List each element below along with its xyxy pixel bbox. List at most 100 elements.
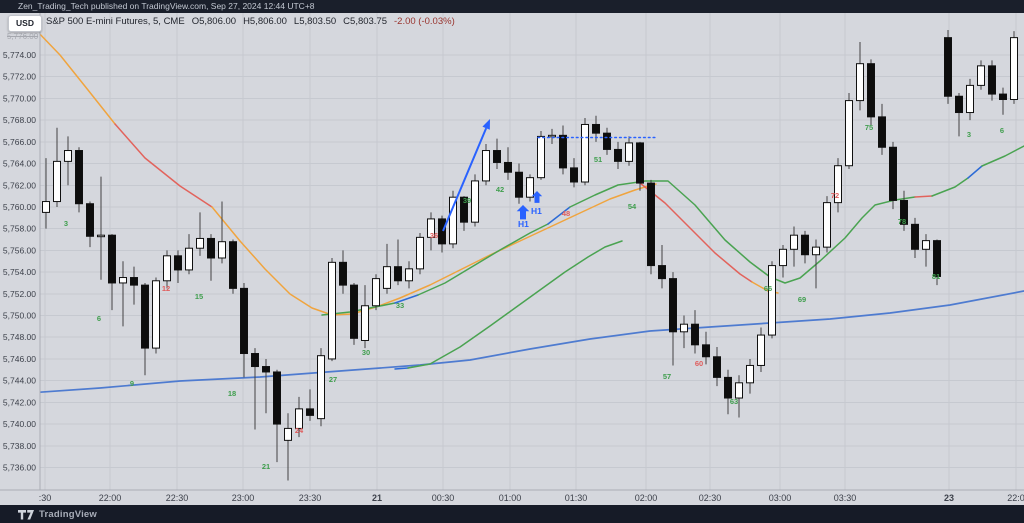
candle	[757, 334, 765, 366]
candle	[966, 84, 974, 114]
price-scale-label: 5,768.00	[3, 115, 36, 125]
bar-count-label: 21	[262, 462, 270, 471]
candle	[889, 146, 897, 201]
candle	[163, 255, 171, 282]
candle	[955, 95, 963, 114]
symbol-legend: S&P 500 E-mini Futures, 5, CME O5,806.00 H…	[46, 16, 462, 27]
candle	[86, 203, 94, 237]
candle	[196, 237, 204, 249]
candle	[581, 123, 589, 183]
ohlc-close: C5,803.75	[343, 16, 388, 27]
candle	[911, 223, 919, 250]
candle	[229, 241, 237, 289]
h1-label[interactable]: H1	[531, 206, 542, 216]
candle	[218, 241, 226, 259]
candle	[713, 356, 721, 378]
ma-line-ma_orange	[40, 33, 116, 125]
bar-count-label: 75	[865, 123, 873, 132]
h1-label[interactable]: H1	[518, 219, 529, 229]
candle	[306, 408, 314, 416]
bar-count-label: 81	[932, 272, 940, 281]
time-scale-label: 22:0	[1007, 493, 1024, 503]
time-scale-label: 23:30	[299, 493, 322, 503]
candle	[317, 355, 325, 420]
candle	[53, 160, 61, 203]
bar-count-label: 63	[730, 397, 738, 406]
time-scale-label: 02:00	[635, 493, 658, 503]
candle	[603, 132, 611, 150]
tradingview-logo[interactable]: TradingView	[18, 509, 97, 520]
h1-up-arrow-icon[interactable]	[516, 205, 530, 220]
bar-count-label: 6	[97, 314, 101, 323]
time-scale-label: 03:00	[769, 493, 792, 503]
candle	[669, 278, 677, 333]
trend-arrow-line[interactable]	[442, 127, 488, 232]
candle	[977, 65, 985, 86]
candle	[262, 366, 270, 373]
axes[interactable]: 5,774.00 5,772.00 5,770.00 5,768.00 5,766.00…	[0, 12, 1024, 503]
candle	[691, 323, 699, 346]
candle	[900, 199, 908, 225]
price-scale-label: 5,752.00	[3, 289, 36, 299]
candle	[339, 261, 347, 286]
clipped-price-scale-label: 5,776.00	[7, 32, 39, 41]
currency-toggle-button[interactable]: USD	[8, 15, 42, 32]
h1-up-arrow-icon[interactable]	[531, 191, 543, 203]
candle	[768, 265, 776, 336]
candle	[119, 277, 127, 284]
price-scale-label: 5,750.00	[3, 311, 36, 321]
candle	[460, 196, 468, 223]
candle	[427, 218, 435, 238]
price-scale[interactable]: 5,774.00 5,772.00 5,770.00 5,768.00 5,766.00…	[3, 50, 36, 472]
candle	[174, 255, 182, 271]
price-scale-label: 5,756.00	[3, 245, 36, 255]
candle	[185, 247, 193, 271]
price-scale-label: 5,736.00	[3, 462, 36, 472]
bar-count-label: 18	[228, 389, 236, 398]
time-scale-label: :30	[39, 493, 52, 503]
ma-line-ma_green	[407, 240, 623, 369]
candle	[438, 218, 446, 245]
candle	[944, 37, 952, 97]
candle	[482, 150, 490, 182]
attribution-text: Zen_Trading_Tech published on TradingVie…	[18, 1, 315, 11]
candle	[746, 364, 754, 384]
candle	[834, 165, 842, 204]
candle	[878, 116, 886, 148]
trend-arrow-head[interactable]	[482, 119, 490, 130]
candle	[636, 142, 644, 184]
time-scale[interactable]: :30 22:00 22:30 23:00 23:30 21 00:30 01:00 01:30…	[39, 493, 1024, 503]
ma-line-ma_blue	[394, 367, 409, 370]
candle	[394, 266, 402, 282]
candle	[988, 65, 996, 95]
time-scale-label: 02:30	[699, 493, 722, 503]
candle	[625, 142, 633, 162]
plot-area[interactable]: 3691215182124273033363942485154576063666…	[28, 28, 1024, 481]
bar-count-label: 6	[1000, 126, 1004, 135]
candle	[207, 237, 215, 259]
bar-count-label: 54	[628, 202, 637, 211]
ohlc-open: O5,806.00	[191, 16, 237, 27]
candle	[658, 265, 666, 280]
bar-count-label: 3	[64, 219, 68, 228]
candle	[933, 240, 941, 277]
time-scale-label: 21	[372, 493, 382, 503]
tradingview-logo-icon	[18, 509, 34, 519]
candle	[328, 261, 336, 360]
ma-line-ma_red	[639, 182, 753, 283]
price-scale-label: 5,740.00	[3, 419, 36, 429]
candle	[999, 93, 1007, 101]
symbol-title[interactable]: S&P 500 E-mini Futures, 5, CME	[46, 16, 185, 27]
time-scale-label: 01:00	[499, 493, 522, 503]
bar-count-label: 12	[162, 284, 170, 293]
time-scale-label: 03:30	[834, 493, 857, 503]
footer-bar: TradingView	[0, 505, 1024, 523]
ma-line-ma_green	[417, 223, 549, 296]
candle	[251, 353, 259, 368]
bar-count-label: 42	[496, 185, 504, 194]
bar-count-label: 57	[663, 372, 671, 381]
candle	[680, 323, 688, 333]
candle	[416, 236, 424, 270]
